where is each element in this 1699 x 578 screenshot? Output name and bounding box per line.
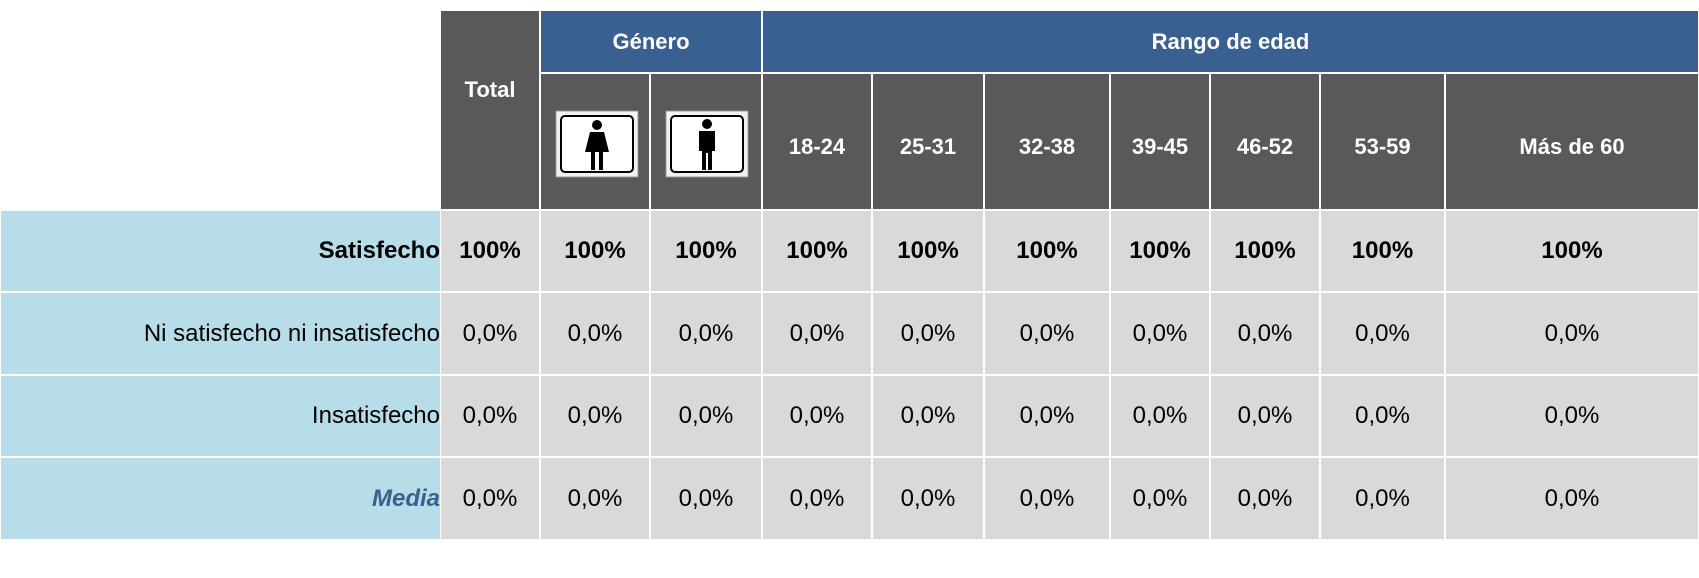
value-cell: 0,0% (1111, 293, 1209, 374)
row-label: Media (1, 458, 440, 539)
value-cell: 0,0% (1321, 458, 1444, 539)
value-cell: 0,0% (441, 458, 539, 539)
value-cell: 0,0% (985, 293, 1109, 374)
total-header: Total (441, 11, 539, 209)
value-cell: 0,0% (873, 293, 983, 374)
row-label: Ni satisfecho ni insatisfecho (1, 293, 440, 374)
value-cell: 0,0% (1446, 458, 1698, 539)
value-cell: 0,0% (873, 458, 983, 539)
value-cell: 100% (1111, 211, 1209, 291)
row-label: Satisfecho (1, 211, 440, 291)
value-cell: 0,0% (1111, 376, 1209, 456)
value-cell: 0,0% (1321, 293, 1444, 374)
value-cell: 0,0% (763, 458, 871, 539)
value-cell: 0,0% (985, 458, 1109, 539)
value-cell: 0,0% (651, 458, 761, 539)
value-cell: 0,0% (441, 293, 539, 374)
value-cell: 0,0% (541, 376, 649, 456)
age-header: 53-59 (1321, 74, 1444, 209)
value-cell: 0,0% (441, 376, 539, 456)
value-cell: 0,0% (541, 458, 649, 539)
value-cell: 100% (763, 211, 871, 291)
value-cell: 0,0% (1111, 458, 1209, 539)
value-cell: 0,0% (985, 376, 1109, 456)
value-cell: 100% (541, 211, 649, 291)
value-cell: 100% (1446, 211, 1698, 291)
value-cell: 0,0% (1211, 293, 1319, 374)
value-cell: 0,0% (1211, 458, 1319, 539)
value-cell: 100% (441, 211, 539, 291)
value-cell: 100% (985, 211, 1109, 291)
value-cell: 0,0% (873, 376, 983, 456)
value-cell: 0,0% (1321, 376, 1444, 456)
value-cell: 0,0% (763, 376, 871, 456)
age-header: 25-31 (873, 74, 983, 209)
value-cell: 100% (651, 211, 761, 291)
value-cell: 100% (873, 211, 983, 291)
value-cell: 0,0% (1446, 293, 1698, 374)
value-cell: 0,0% (651, 376, 761, 456)
age-header: 39-45 (1111, 74, 1209, 209)
age-header: Más de 60 (1446, 74, 1698, 209)
value-cell: 100% (1321, 211, 1444, 291)
age-header: 46-52 (1211, 74, 1319, 209)
value-cell: 100% (1211, 211, 1319, 291)
value-cell: 0,0% (651, 293, 761, 374)
age-header: 18-24 (763, 74, 871, 209)
group-header: Rango de edad (763, 11, 1698, 72)
age-header: 32-38 (985, 74, 1109, 209)
value-cell: 0,0% (1211, 376, 1319, 456)
value-cell: 0,0% (763, 293, 871, 374)
value-cell: 0,0% (1446, 376, 1698, 456)
row-label: Insatisfecho (1, 376, 440, 456)
male-icon (665, 110, 749, 178)
group-header: Género (541, 11, 761, 72)
value-cell: 0,0% (541, 293, 649, 374)
female-icon (555, 110, 639, 178)
